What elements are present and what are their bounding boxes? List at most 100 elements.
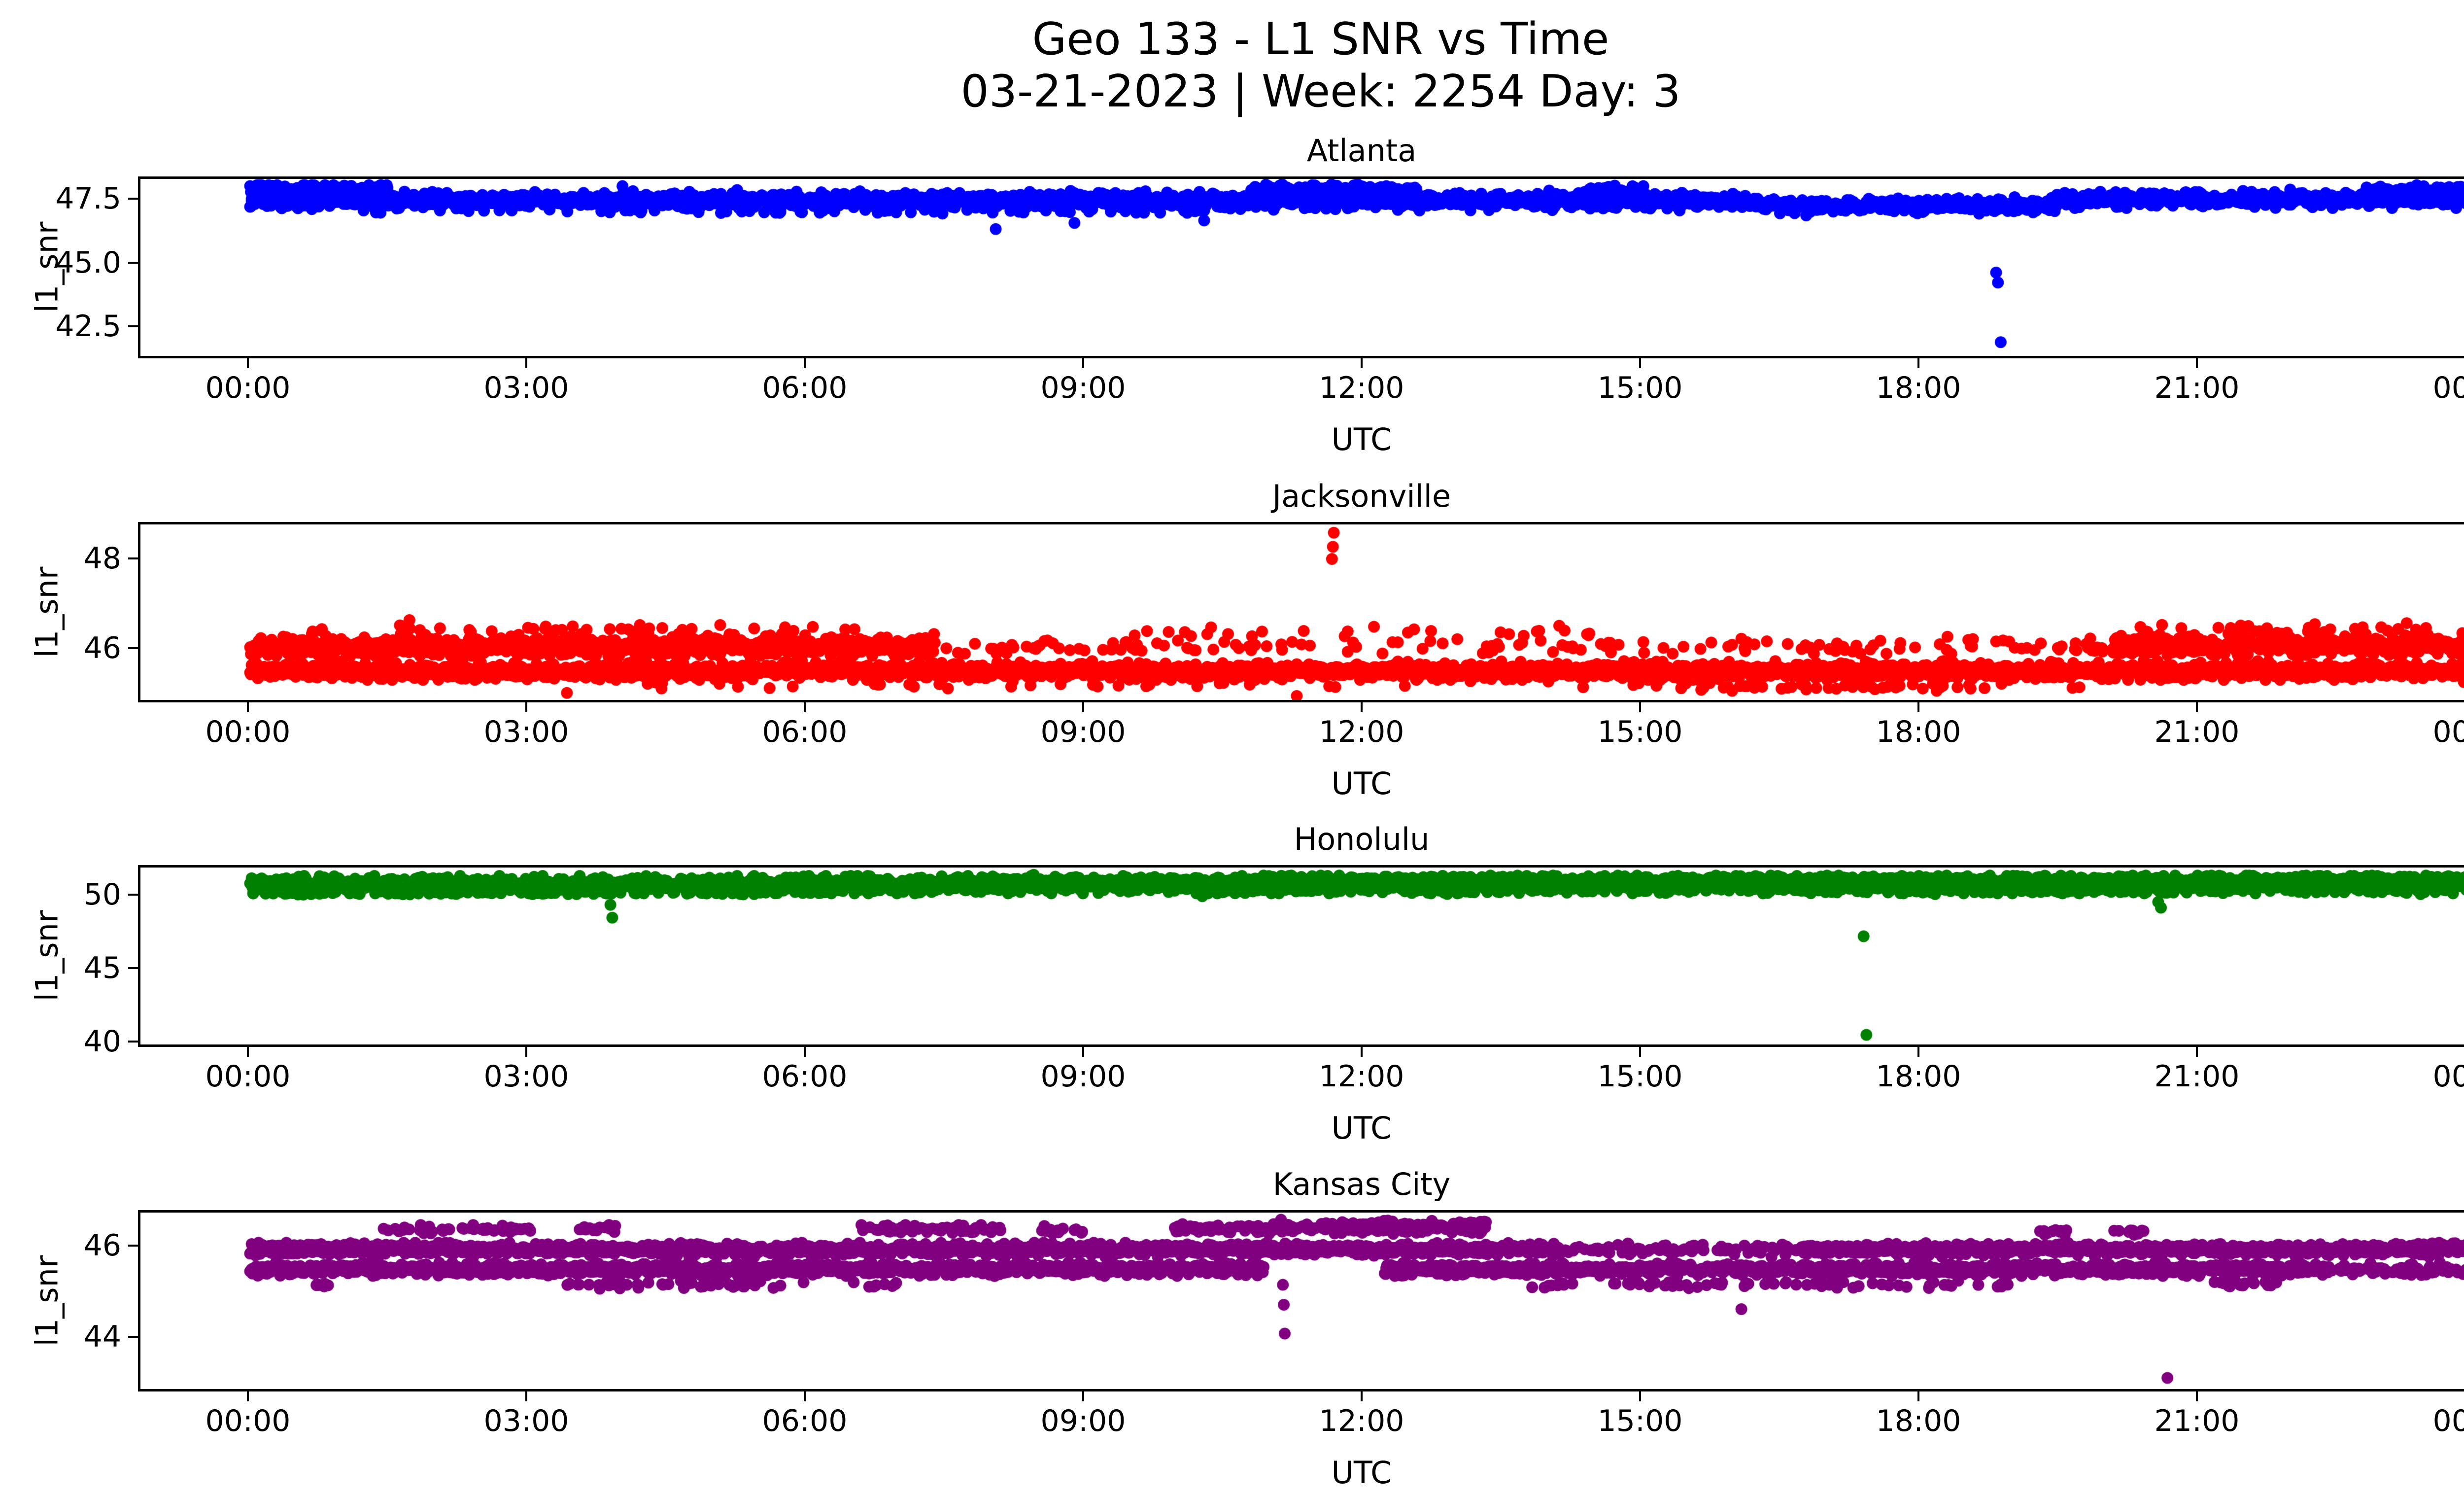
x-tick-label: 21:00 [2154,715,2240,749]
x-tick-label: 15:00 [1597,371,1683,405]
x-tick-mark [1082,702,1084,712]
x-axis-label: UTC [1331,1455,1392,1491]
scatter-canvas [140,524,2464,700]
y-tick-label: 45 [83,950,121,985]
x-tick-label: 00:00 [205,1059,291,1094]
x-tick-label: 09:00 [1040,715,1126,749]
x-tick-label: 12:00 [1319,1404,1404,1438]
x-tick-mark [1082,1391,1084,1401]
x-tick-label: 21:00 [2154,1059,2240,1094]
x-tick-label: 15:00 [1597,715,1683,749]
x-tick-label: 12:00 [1319,371,1404,405]
y-tick-label: 44 [83,1320,121,1355]
x-tick-label: 18:00 [1876,1059,1961,1094]
scatter-canvas [140,1213,2464,1389]
y-tick-mark [128,198,138,200]
x-tick-mark [1361,1047,1363,1057]
y-tick-mark [128,261,138,264]
x-tick-mark [2196,1047,2198,1057]
x-tick-label: 06:00 [762,1404,848,1438]
x-tick-mark [1082,1047,1084,1057]
y-tick-mark [128,325,138,328]
subplot-title: Atlanta [1306,133,1417,169]
scatter-canvas [140,868,2464,1044]
x-tick-label: 06:00 [762,1059,848,1094]
x-tick-label: 21:00 [2154,1404,2240,1438]
y-tick-label: 45.0 [55,245,121,280]
x-tick-mark [525,702,527,712]
x-tick-label: 12:00 [1319,1059,1404,1094]
x-axis-label: UTC [1331,765,1392,801]
y-tick-mark [128,1040,138,1043]
plot-area [138,522,2464,702]
y-tick-mark [128,893,138,896]
x-tick-mark [525,1391,527,1401]
y-tick-label: 50 [83,877,121,912]
y-tick-mark [128,1336,138,1338]
x-tick-mark [1639,1391,1641,1401]
x-tick-mark [1082,358,1084,368]
y-tick-mark [128,647,138,649]
figure-suptitle-line1: Geo 133 - L1 SNR vs Time [1032,13,1609,65]
x-tick-label: 06:00 [762,715,848,749]
x-tick-mark [1361,1391,1363,1401]
x-tick-mark [1917,702,1919,712]
x-tick-label: 09:00 [1040,1404,1126,1438]
x-tick-label: 00:00 [205,371,291,405]
x-tick-mark [2196,702,2198,712]
y-tick-mark [128,967,138,969]
x-tick-label: 00:00 [2432,1059,2464,1094]
y-tick-mark [128,1245,138,1247]
y-tick-label: 47.5 [55,181,121,216]
y-tick-label: 46 [83,1228,121,1263]
subplot-title: Jacksonville [1272,478,1451,514]
x-tick-label: 06:00 [762,371,848,405]
subplot-title: Honolulu [1294,821,1430,857]
x-tick-mark [246,1391,249,1401]
x-tick-label: 12:00 [1319,715,1404,749]
x-tick-mark [2196,358,2198,368]
x-tick-label: 18:00 [1876,1404,1961,1438]
x-tick-label: 03:00 [483,715,569,749]
y-tick-label: 40 [83,1024,121,1059]
x-tick-label: 09:00 [1040,371,1126,405]
y-tick-mark [128,557,138,559]
x-tick-label: 15:00 [1597,1059,1683,1094]
x-tick-mark [803,702,806,712]
x-tick-label: 18:00 [1876,715,1961,749]
x-tick-label: 03:00 [483,1404,569,1438]
y-tick-label: 48 [83,541,121,576]
y-tick-label: 42.5 [55,309,121,344]
x-tick-label: 00:00 [2432,715,2464,749]
plot-area [138,865,2464,1047]
x-tick-mark [803,358,806,368]
x-tick-mark [1917,1047,1919,1057]
x-tick-mark [1361,358,1363,368]
plot-area [138,1210,2464,1391]
x-axis-label: UTC [1331,1110,1392,1146]
x-tick-mark [1361,702,1363,712]
plot-area [138,176,2464,358]
x-tick-label: 00:00 [2432,1404,2464,1438]
y-tick-label: 46 [83,630,121,665]
x-tick-label: 09:00 [1040,1059,1126,1094]
x-tick-mark [525,358,527,368]
x-tick-mark [1639,702,1641,712]
x-tick-label: 03:00 [483,371,569,405]
x-tick-mark [1917,358,1919,368]
x-tick-label: 21:00 [2154,371,2240,405]
x-tick-mark [525,1047,527,1057]
x-tick-mark [2196,1391,2198,1401]
x-tick-mark [1917,1391,1919,1401]
x-tick-label: 00:00 [2432,371,2464,405]
x-tick-label: 15:00 [1597,1404,1683,1438]
x-tick-label: 00:00 [205,1404,291,1438]
x-axis-label: UTC [1331,421,1392,457]
x-tick-mark [246,1047,249,1057]
x-tick-mark [803,1391,806,1401]
x-tick-label: 00:00 [205,715,291,749]
